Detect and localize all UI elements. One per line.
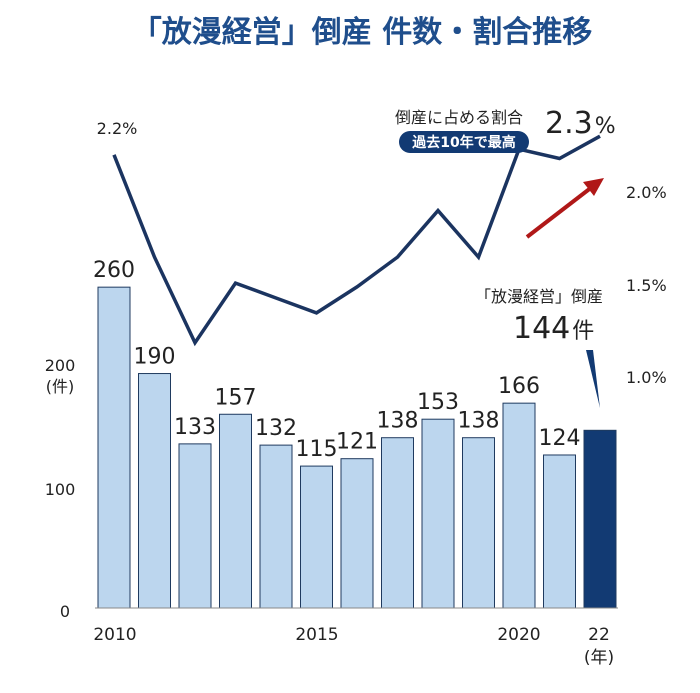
rate-annotation: 倒産に占める割合 過去10年で最高 2.3%: [395, 106, 616, 153]
bar-2019: [462, 437, 495, 609]
bar-label-2018: 153: [417, 390, 459, 415]
left-axis: 0 100 200 (件): [45, 356, 76, 621]
bar-2013: [219, 413, 252, 609]
rate-annotation-value: 2.3%: [545, 106, 616, 141]
count-value-unit: 件: [572, 319, 594, 344]
left-axis-tick: 0: [60, 602, 70, 621]
x-axis-tick: 2010: [93, 625, 136, 645]
count-annotation-value: 144件: [513, 311, 594, 346]
x-axis-tick: 22: [588, 625, 610, 645]
bar-label-2020: 166: [498, 374, 540, 399]
trend-arrow: [525, 178, 604, 239]
bar-2012: [178, 443, 212, 609]
bar-2016: [340, 458, 374, 609]
count-value-number: 144: [513, 311, 570, 346]
right-axis-tick: 1.0%: [626, 368, 667, 387]
x-axis: 2010 2015 2020 22 (年): [93, 625, 614, 668]
bar-2018: [421, 418, 455, 609]
bar-2010: [97, 286, 131, 609]
rate-value-number: 2.3: [545, 106, 593, 141]
chart-title: 「放漫経営」倒産 件数・割合推移: [132, 15, 592, 50]
bar-label-2013: 157: [215, 385, 257, 410]
bar-series: [97, 286, 617, 609]
rate-badge: [399, 131, 529, 153]
bar-22: [583, 429, 617, 609]
right-axis: 1.0% 1.5% 2.0%: [626, 183, 667, 387]
x-axis-tick: 2015: [295, 625, 338, 645]
bar-2015: [300, 465, 333, 609]
count-annotation: 「放漫経営」倒産 144件: [475, 287, 603, 408]
rate-annotation-text: 倒産に占める割合: [395, 108, 523, 127]
right-axis-tick: 1.5%: [626, 276, 667, 295]
bar-label-2021: 124: [539, 426, 581, 451]
bar-label-2017: 138: [377, 409, 419, 434]
left-axis-tick: 200: [45, 356, 76, 375]
bar-label-2019: 138: [458, 409, 500, 434]
count-annotation-text: 「放漫経営」倒産: [475, 287, 603, 306]
bar-label-2014: 132: [255, 416, 297, 441]
bar-label-2010: 260: [93, 258, 135, 283]
x-axis-unit: (年): [584, 648, 614, 668]
rate-badge-text: 過去10年で最高: [411, 134, 515, 151]
bar-2020: [502, 402, 536, 609]
bar-label-2011: 190: [134, 345, 176, 370]
bar-label-2016: 121: [336, 430, 378, 455]
left-axis-tick: 100: [45, 480, 76, 499]
bar-label-2015: 115: [296, 437, 338, 462]
bar-2011: [138, 373, 171, 609]
x-axis-tick: 2020: [497, 625, 540, 645]
count-callout-pointer: [586, 350, 600, 408]
left-axis-unit: (件): [46, 377, 75, 396]
rate-value-unit: %: [595, 114, 616, 139]
right-axis-tick: 2.0%: [626, 183, 667, 202]
bar-2017: [381, 437, 414, 609]
bar-label-2012: 133: [174, 415, 216, 440]
line-first-label: 2.2%: [97, 119, 138, 138]
bar-2014: [259, 444, 293, 609]
bar-2021: [543, 454, 576, 609]
